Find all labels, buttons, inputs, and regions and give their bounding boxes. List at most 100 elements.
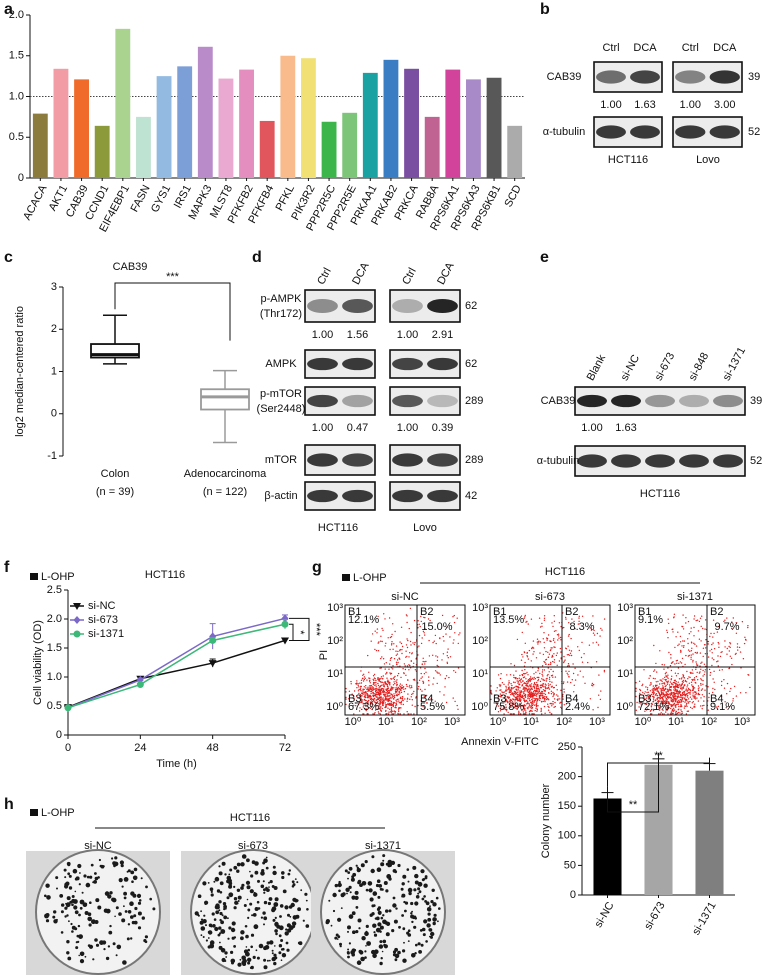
dot (405, 683, 408, 686)
dot (513, 664, 516, 667)
dot (408, 713, 410, 715)
dot (639, 688, 641, 691)
colony (61, 903, 65, 907)
dot (531, 698, 533, 701)
dot (682, 640, 684, 642)
quadrant-name: B1 (348, 606, 361, 618)
dot (421, 663, 423, 665)
colony (268, 881, 270, 884)
dot (723, 687, 726, 689)
dot (498, 684, 501, 686)
dot (553, 706, 555, 708)
dot (438, 672, 440, 674)
dot (375, 689, 378, 691)
dot (703, 663, 706, 665)
x-tick-label: si-1371 (690, 900, 718, 937)
dot (665, 679, 667, 681)
dot (523, 698, 525, 700)
colony (289, 915, 292, 918)
colony (382, 919, 387, 925)
dot (720, 695, 723, 697)
dot (379, 690, 382, 693)
dot (670, 685, 672, 688)
box (200, 388, 250, 411)
dot (644, 691, 646, 693)
dot (578, 617, 580, 619)
dot (543, 647, 546, 649)
dot (541, 691, 543, 693)
dot (358, 692, 360, 695)
dot (419, 688, 422, 691)
dot (422, 705, 424, 708)
dot (543, 669, 546, 671)
colony (127, 923, 131, 926)
point (281, 637, 289, 645)
dot (394, 712, 396, 714)
dot (653, 644, 655, 647)
dot (380, 697, 382, 699)
dot (703, 673, 705, 676)
dot (537, 691, 539, 693)
dot (383, 682, 385, 684)
colony (269, 880, 273, 884)
dot (422, 657, 424, 659)
colony (407, 933, 412, 937)
colony (89, 875, 93, 879)
colony (281, 875, 285, 880)
dot (398, 688, 400, 690)
cell-line: HCT116 (230, 812, 270, 824)
dot (397, 709, 400, 711)
dot (680, 662, 683, 664)
bar (404, 68, 419, 178)
dot (531, 704, 534, 707)
colony (208, 930, 213, 935)
dot (674, 687, 676, 689)
dot (682, 693, 684, 696)
bar (115, 28, 131, 179)
dot (683, 677, 686, 679)
dot (516, 638, 519, 641)
colony (427, 912, 431, 916)
dot (401, 697, 404, 700)
dot (510, 691, 512, 693)
colony (376, 867, 382, 872)
dot (702, 627, 704, 630)
dot (384, 645, 386, 647)
dot (418, 685, 420, 688)
dot (665, 711, 667, 713)
dot (382, 693, 385, 695)
x-tick-label: 0 (65, 742, 71, 754)
dot (393, 678, 396, 681)
dot (373, 698, 375, 701)
quant-label: 1.56 (347, 329, 368, 341)
colony (123, 896, 127, 900)
dot (547, 673, 549, 676)
dot (383, 663, 386, 665)
colony (412, 865, 417, 870)
dot (505, 693, 507, 695)
dot (682, 646, 685, 648)
dot (530, 618, 533, 620)
dot (400, 707, 402, 709)
colony (394, 870, 398, 874)
dot (526, 691, 528, 693)
dot (675, 710, 678, 713)
dot (530, 660, 532, 662)
dot (544, 700, 546, 703)
dot (525, 711, 527, 714)
dot (508, 689, 510, 691)
dot (368, 671, 370, 673)
colony (233, 865, 238, 870)
colony (257, 907, 261, 910)
dot (676, 697, 679, 699)
dot (364, 702, 367, 705)
dot (694, 681, 696, 684)
dot (353, 713, 355, 715)
dot (497, 698, 499, 700)
dot (502, 708, 504, 710)
dot (381, 702, 384, 704)
colony (358, 927, 361, 930)
key-label: L-OHP (41, 807, 75, 819)
dot (541, 713, 543, 715)
dot (528, 698, 531, 700)
